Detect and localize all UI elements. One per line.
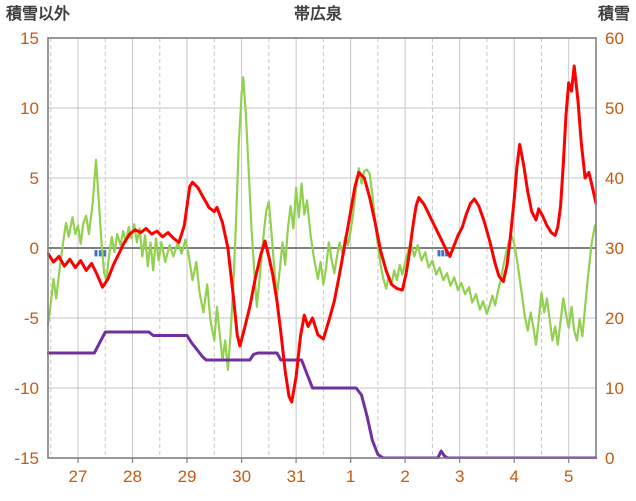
left-axis-title: 積雪以外 bbox=[5, 4, 70, 23]
red-line bbox=[47, 64, 597, 404]
left-tick-label: -5 bbox=[24, 309, 39, 328]
x-tick-label: 4 bbox=[509, 467, 518, 486]
left-tick-label: 5 bbox=[30, 169, 39, 188]
right-tick-label: 10 bbox=[605, 379, 624, 398]
right-tick-label: 30 bbox=[605, 239, 624, 258]
right-tick-label: 50 bbox=[605, 99, 624, 118]
x-tick-label: 30 bbox=[232, 467, 251, 486]
right-tick-label: 20 bbox=[605, 309, 624, 328]
left-tick-label: -15 bbox=[14, 449, 39, 468]
x-tick-label: 2 bbox=[400, 467, 409, 486]
x-tick-label: 27 bbox=[69, 467, 88, 486]
right-tick-label: 0 bbox=[605, 449, 614, 468]
right-axis-title: 積雪 bbox=[597, 4, 630, 23]
x-tick-label: 29 bbox=[178, 467, 197, 486]
gridlines bbox=[48, 37, 596, 459]
right-tick-label: 40 bbox=[605, 169, 624, 188]
left-tick-label: 10 bbox=[20, 99, 39, 118]
right-tick-label: 60 bbox=[605, 29, 624, 48]
x-tick-label: 31 bbox=[287, 467, 306, 486]
left-tick-label: -10 bbox=[14, 379, 39, 398]
plot-frame bbox=[47, 37, 597, 459]
x-tick-label: 3 bbox=[455, 467, 464, 486]
x-tick-label: 28 bbox=[123, 467, 142, 486]
chart-title: 帯広泉 bbox=[294, 4, 343, 23]
x-tick-label: 5 bbox=[564, 467, 573, 486]
left-tick-label: 15 bbox=[20, 29, 39, 48]
left-tick-label: 0 bbox=[30, 239, 39, 258]
x-tick-label: 1 bbox=[346, 467, 355, 486]
